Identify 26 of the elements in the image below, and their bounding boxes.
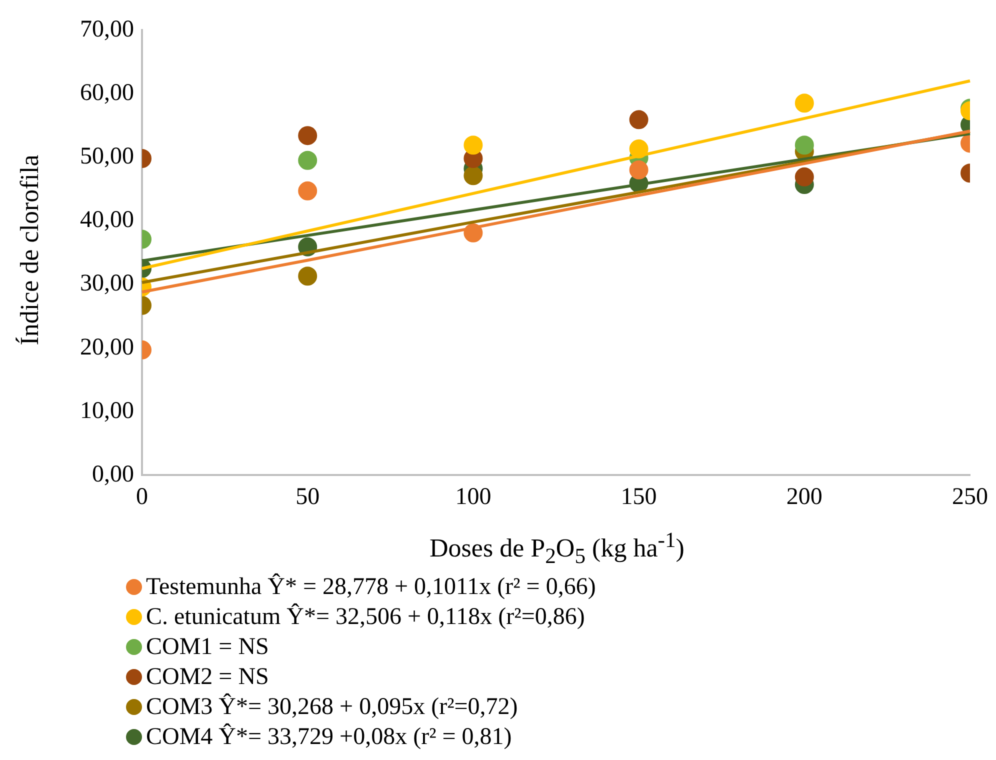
y-tick-label: 40,00 — [80, 207, 134, 234]
y-tick-label: 70,00 — [80, 16, 134, 42]
x-axis-title: Doses de P$_{2}$O$_{5}$ (kg ha$^{-1}$) — [428, 528, 686, 569]
x-tick-label: 50 — [296, 484, 320, 510]
x-tick-label: 200 — [786, 484, 822, 510]
point — [629, 110, 648, 130]
point — [629, 160, 648, 180]
legend-label: COM4 Ŷ*= 33,729 +0,08x (r² = 0,81) — [146, 722, 512, 752]
y-tick-label: 30,00 — [80, 270, 134, 297]
x-tick-label: 0 — [136, 484, 148, 510]
y-tick-label: 10,00 — [80, 398, 134, 424]
legend-label: Testemunha Ŷ* = 28,778 + 0,1011x (r² = 0,66) — [146, 572, 596, 602]
x-tick-label: 100 — [455, 484, 492, 510]
y-tick-label: 50,00 — [80, 143, 134, 170]
y-tick-label: 20,00 — [80, 334, 134, 360]
y-axis-title: Índice de clorofila — [15, 154, 45, 346]
x-tick-label: 150 — [620, 484, 657, 510]
legend-label: COM3 Ŷ*= 30,268 + 0,095x (r²=0,72) — [146, 692, 518, 722]
legend-label: C. etunicatum Ŷ*= 32,506 + 0,118x (r²=0,86) — [146, 602, 585, 632]
y-tick-label: 0,00 — [92, 461, 134, 488]
point — [464, 166, 483, 186]
y-tick-label: 60,00 — [80, 80, 134, 106]
x-tick-label: 250 — [952, 484, 988, 510]
legend-label: COM1 = NS — [146, 633, 269, 662]
legend-label: COM2 = NS — [146, 663, 269, 692]
point — [464, 136, 483, 155]
